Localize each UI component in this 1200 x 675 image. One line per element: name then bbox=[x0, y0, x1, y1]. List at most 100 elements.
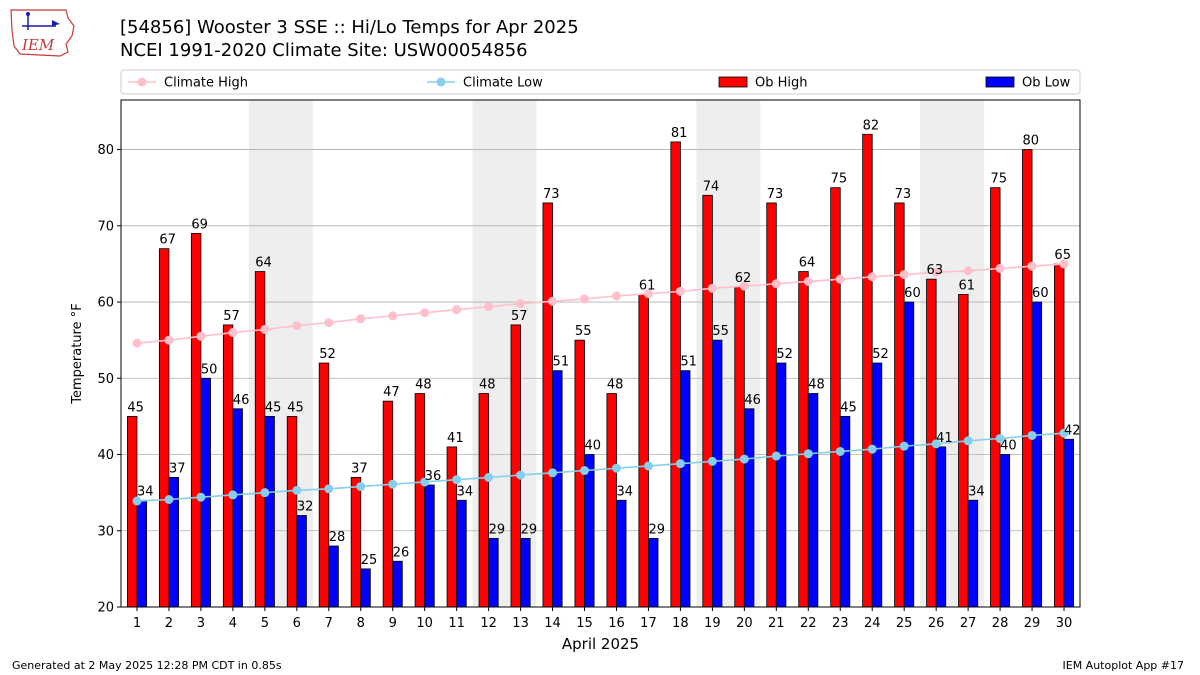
bar-ob-low bbox=[264, 415, 275, 608]
bar-ob-low bbox=[711, 339, 723, 608]
climate-low-point bbox=[1059, 428, 1069, 438]
label-ob-high: 52 bbox=[319, 347, 336, 362]
climate-high-point bbox=[388, 311, 398, 321]
label-ob-high: 45 bbox=[287, 400, 304, 415]
bar-ob-high bbox=[894, 202, 905, 608]
bar-ob-low bbox=[1031, 301, 1043, 608]
label-ob-high: 67 bbox=[159, 233, 176, 248]
legend-climate-high-label: Climate High bbox=[164, 76, 248, 91]
climate-low-point bbox=[324, 484, 334, 494]
climate-high-point bbox=[771, 279, 781, 289]
bar-ob-low bbox=[232, 408, 243, 608]
x-axis-label: April 2025 bbox=[562, 635, 639, 653]
bar-ob-low bbox=[903, 301, 915, 608]
label-ob-low: 34 bbox=[968, 484, 985, 499]
label-ob-high: 64 bbox=[255, 256, 272, 271]
label-ob-low: 34 bbox=[137, 484, 154, 499]
climate-high-point bbox=[324, 318, 334, 328]
climate-low-line bbox=[136, 432, 1065, 502]
label-ob-high: 63 bbox=[927, 263, 944, 278]
bar-ob-low bbox=[743, 408, 755, 608]
climate-low-point bbox=[580, 466, 590, 476]
climate-low-point bbox=[611, 463, 621, 473]
x-tick-label: 20 bbox=[736, 616, 753, 631]
label-ob-low: 28 bbox=[329, 530, 346, 545]
y-tick-label: 40 bbox=[97, 448, 114, 463]
climate-low-point bbox=[548, 468, 558, 478]
label-ob-low: 29 bbox=[648, 522, 665, 537]
climate-low-point bbox=[643, 461, 653, 471]
label-ob-high: 65 bbox=[1054, 248, 1071, 263]
legend: Climate High Climate Low Ob High Ob Low bbox=[120, 69, 1081, 95]
label-ob-high: 47 bbox=[383, 385, 400, 400]
label-ob-low: 26 bbox=[393, 545, 410, 560]
bar-ob-low bbox=[392, 560, 403, 608]
x-tick-label: 5 bbox=[261, 616, 269, 631]
bar-ob-low bbox=[360, 568, 371, 608]
label-ob-low: 42 bbox=[1064, 423, 1081, 438]
climate-high-point bbox=[516, 299, 526, 309]
climate-high-point bbox=[963, 266, 973, 276]
bar-ob-low bbox=[871, 362, 883, 608]
x-tick-label: 18 bbox=[672, 616, 689, 631]
x-tick-label: 30 bbox=[1056, 616, 1073, 631]
label-ob-low: 55 bbox=[712, 324, 729, 339]
label-ob-low: 41 bbox=[936, 431, 953, 446]
climate-high-line bbox=[136, 263, 1065, 345]
label-ob-low: 40 bbox=[1000, 439, 1017, 454]
x-tick-label: 27 bbox=[960, 616, 977, 631]
label-ob-low: 34 bbox=[616, 484, 633, 499]
label-ob-low: 50 bbox=[201, 362, 218, 377]
label-ob-low: 51 bbox=[680, 355, 697, 370]
bar-ob-low bbox=[488, 537, 499, 608]
label-ob-low: 48 bbox=[808, 378, 825, 393]
label-ob-low: 52 bbox=[872, 347, 889, 362]
x-tick-label: 4 bbox=[229, 616, 237, 631]
climate-high-point bbox=[1059, 259, 1069, 269]
climate-high-point bbox=[164, 335, 174, 345]
x-tick-label: 16 bbox=[608, 616, 625, 631]
bar-ob-low bbox=[328, 545, 339, 608]
label-ob-high: 61 bbox=[959, 278, 976, 293]
y-tick-label: 60 bbox=[97, 296, 114, 311]
climate-low-point bbox=[228, 490, 238, 500]
bar-ob-high bbox=[862, 133, 873, 608]
label-ob-high: 48 bbox=[415, 378, 432, 393]
bar-ob-low bbox=[999, 454, 1011, 608]
label-ob-low: 60 bbox=[904, 286, 921, 301]
climate-high-point bbox=[739, 281, 749, 291]
climate-low-point bbox=[835, 446, 845, 456]
climate-high-point bbox=[675, 286, 685, 296]
climate-low-point bbox=[771, 451, 781, 461]
climate-high-point bbox=[228, 328, 238, 338]
logo-text: IEM bbox=[21, 36, 55, 54]
climate-high-point bbox=[420, 308, 430, 318]
climate-high-point bbox=[995, 263, 1005, 273]
bar-ob-high bbox=[1022, 149, 1033, 608]
climate-high-point bbox=[132, 338, 142, 348]
legend-box bbox=[120, 69, 1081, 95]
climate-high-point bbox=[548, 296, 558, 306]
bar-ob-low bbox=[616, 499, 627, 608]
label-ob-high: 57 bbox=[223, 309, 240, 324]
bar-value-labels: 45 34 67 37 69 50 57 46 64 45 45 32 52 28 37 25 47 26 48 36… bbox=[127, 118, 1080, 568]
bar-ob-high bbox=[990, 187, 1001, 608]
y-tick-label: 70 bbox=[97, 219, 114, 234]
x-tick-label: 7 bbox=[325, 616, 333, 631]
bar-ob-low bbox=[456, 499, 467, 608]
bar-ob-low bbox=[839, 415, 851, 608]
generated-note: Generated at 2 May 2025 12:28 PM CDT in … bbox=[12, 659, 282, 672]
label-ob-low: 45 bbox=[840, 400, 857, 415]
bar-ob-high bbox=[382, 400, 394, 608]
bar-ob-high bbox=[350, 476, 362, 608]
climate-high-point bbox=[611, 291, 621, 301]
iem-logo: IEM bbox=[10, 9, 75, 57]
label-ob-low: 60 bbox=[1032, 286, 1049, 301]
climate-low-point bbox=[452, 475, 462, 485]
x-tick-label: 2 bbox=[165, 616, 173, 631]
climate-low-point bbox=[260, 488, 270, 498]
climate-low-point bbox=[420, 477, 430, 487]
x-tick-label: 11 bbox=[448, 616, 465, 631]
bar-ob-high bbox=[126, 415, 138, 608]
label-ob-high: 75 bbox=[990, 172, 1007, 187]
